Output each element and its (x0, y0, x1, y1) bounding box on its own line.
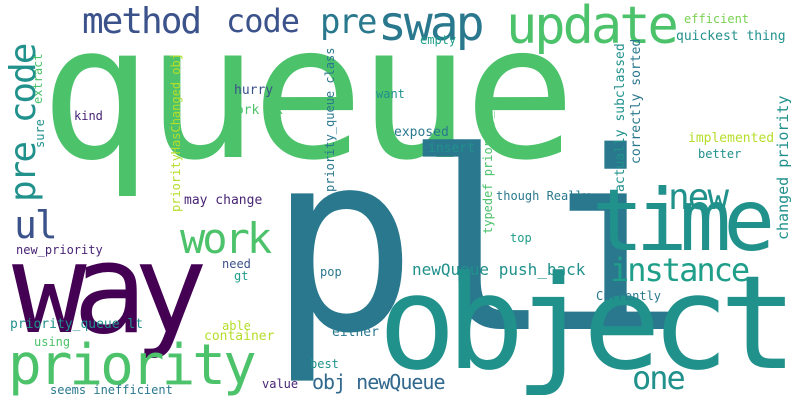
word-insert: insert (428, 141, 475, 156)
word-best: best (310, 357, 339, 371)
word-work-ok: work ok (228, 103, 283, 118)
word-top: top (510, 231, 532, 245)
word-using: using (34, 335, 71, 349)
word-object: object (378, 247, 798, 399)
word-correctly-sorted: correctly sorted (629, 38, 644, 164)
word-newQueue-push-back: newQueue push_back (412, 260, 586, 279)
word-implemented: implemented (688, 131, 775, 146)
word-want: want (376, 87, 405, 101)
word-queue: queue (40, 0, 576, 201)
word-hurry: hurry (234, 83, 274, 98)
word-instance: instance (610, 251, 750, 289)
word-actually-subclassed: actually subclassed (613, 43, 628, 192)
word-code: code (226, 2, 300, 40)
word-pre: pre (320, 2, 377, 42)
word-able: able (222, 319, 251, 333)
word-need: need (222, 257, 251, 271)
word-either: either (332, 325, 379, 340)
word-priority: priority (8, 333, 257, 398)
word-priority-queue-lt: priority_queue lt (10, 317, 144, 332)
word-extract: extract (31, 53, 45, 104)
word-method: method (82, 1, 202, 42)
word-empty: empty (420, 33, 457, 47)
word-though-Really: though Really (496, 189, 590, 203)
word-kind: kind (74, 109, 103, 123)
word-gt: gt (234, 269, 249, 283)
word-Currently: Currently (596, 289, 662, 303)
word-container: container (204, 329, 275, 344)
word-one: one (632, 359, 686, 397)
word-ul: ul (14, 203, 58, 247)
word-update: update (506, 0, 679, 56)
word-quickest-thing: quickest thing (676, 29, 786, 44)
word-changed-priority: changed priority (774, 95, 792, 241)
word-better: better (698, 147, 742, 161)
word-new: new (668, 177, 729, 218)
word-seems-inefficient: seems inefficient (50, 383, 173, 397)
word-pli: pli (268, 100, 688, 388)
word-pop: pop (320, 265, 342, 279)
word-may-change: may change (184, 193, 263, 208)
word-swap: swap (378, 0, 485, 52)
word-time: time (592, 171, 775, 271)
word-new-priority: new_priority (16, 243, 103, 257)
word-priority-queue-class: priority_queue class (323, 47, 337, 193)
word-sure: sure (33, 119, 47, 148)
word-priorityHasChanged-obj: priorityHasChanged obj (169, 53, 183, 212)
word-typedef-priority-queue: typedef priority_queue (481, 75, 495, 234)
word-way: way (12, 218, 208, 362)
word-efficient: efficient (684, 12, 750, 26)
word-obj-newQueue: obj newQueue (312, 370, 445, 394)
word-work: work (180, 214, 272, 263)
word-value: value (262, 377, 299, 391)
word-exposed: exposed (394, 125, 449, 140)
